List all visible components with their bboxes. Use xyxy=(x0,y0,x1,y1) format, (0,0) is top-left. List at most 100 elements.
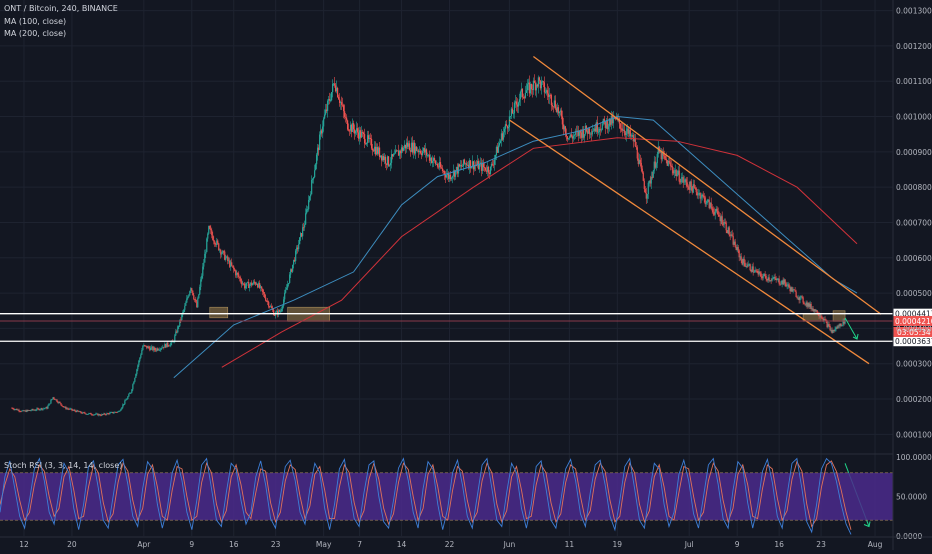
candle-body xyxy=(71,408,73,411)
candle-body xyxy=(337,87,339,98)
candle-body xyxy=(382,156,385,161)
candle-body xyxy=(324,114,326,119)
candle-body xyxy=(174,335,176,342)
candle-body xyxy=(299,237,301,245)
candle-body xyxy=(539,80,541,89)
time-axis[interactable]: 12 20 Apr 9 16 23 May 7 14 22 Jun 11 19 Jul 9 16 23 Aug xyxy=(0,536,932,549)
candle-body xyxy=(390,154,393,163)
candle-body xyxy=(271,306,273,309)
candle-body xyxy=(343,105,345,112)
candle-body xyxy=(322,126,324,134)
candle-body xyxy=(523,97,526,99)
candle-body xyxy=(509,116,512,117)
candle-body xyxy=(273,310,275,316)
candle-body xyxy=(375,147,378,155)
candle-body xyxy=(164,344,166,348)
candle-body xyxy=(655,163,657,168)
candle-body xyxy=(796,297,798,298)
candle-body xyxy=(61,404,63,407)
candle-body xyxy=(99,414,101,416)
candle-body xyxy=(229,260,231,267)
candle-body xyxy=(833,329,835,331)
candle-body xyxy=(127,396,129,399)
candle-body xyxy=(80,411,82,413)
candle-body xyxy=(560,110,562,117)
candle-body xyxy=(770,280,772,281)
candle-body xyxy=(107,413,109,415)
channel-lower-line xyxy=(509,119,870,365)
candle-body xyxy=(727,227,729,234)
candle-body xyxy=(419,150,422,154)
candle-body xyxy=(238,274,240,278)
candle-body xyxy=(703,196,705,198)
candle-body xyxy=(377,147,380,154)
candle-body xyxy=(586,131,588,134)
candle-body xyxy=(650,177,652,184)
candle-body xyxy=(604,121,606,128)
candle-body xyxy=(91,414,93,416)
candle-body xyxy=(692,184,694,193)
candle-body xyxy=(777,278,779,280)
candle-body xyxy=(786,285,788,287)
candle-body xyxy=(151,346,153,348)
candle-body xyxy=(698,192,700,194)
level-label: 0.0004417 xyxy=(895,310,932,319)
candle-body xyxy=(281,308,283,312)
candle-body xyxy=(805,302,807,305)
candle-body xyxy=(400,147,403,154)
candle-body xyxy=(150,347,152,351)
candle-body xyxy=(621,128,623,131)
rsi-tick-label: 50.0000 xyxy=(896,493,927,502)
candle-body xyxy=(21,410,23,412)
candle-body xyxy=(410,142,413,152)
candle-body xyxy=(381,156,384,161)
candle-body xyxy=(187,296,189,299)
candle-body xyxy=(283,299,285,306)
candle-body xyxy=(779,283,781,285)
candle-body xyxy=(231,262,233,266)
candle-body xyxy=(538,77,540,81)
candle-body xyxy=(470,166,473,169)
candle-body xyxy=(449,174,452,180)
candle-body xyxy=(58,402,60,403)
candle-body xyxy=(809,303,811,307)
candle-body xyxy=(267,301,269,302)
candle-body xyxy=(782,280,784,285)
candle-body xyxy=(157,348,159,351)
candle-body xyxy=(600,129,602,131)
time-tick-label: 19 xyxy=(613,540,623,549)
candle-body xyxy=(250,282,252,285)
candle-body xyxy=(345,116,347,118)
candle-body xyxy=(92,414,94,416)
candle-body xyxy=(533,80,536,83)
candle-body xyxy=(450,177,453,180)
candle-body xyxy=(535,84,537,91)
candle-body xyxy=(506,125,509,129)
candle-body xyxy=(70,408,72,410)
candle-body xyxy=(606,119,608,130)
candle-body xyxy=(315,164,317,171)
candle-body xyxy=(51,399,53,400)
candle-body xyxy=(645,193,647,199)
candle-body xyxy=(820,315,822,318)
candle-body xyxy=(203,262,205,267)
candle-body xyxy=(251,282,253,286)
candle-body xyxy=(388,165,391,167)
candle-body xyxy=(415,146,418,151)
candle-body xyxy=(374,146,377,155)
candle-body xyxy=(294,259,296,262)
rsi-k-line xyxy=(0,457,852,535)
candle-body xyxy=(245,285,247,289)
candle-body xyxy=(799,296,801,301)
candle-body xyxy=(394,150,397,154)
candle-body xyxy=(246,282,248,286)
candle-body xyxy=(434,160,437,165)
candle-body xyxy=(669,162,671,166)
candle-body xyxy=(67,408,69,410)
stoch-rsi-panel xyxy=(0,457,893,535)
forecast-arrow-head xyxy=(852,333,859,340)
